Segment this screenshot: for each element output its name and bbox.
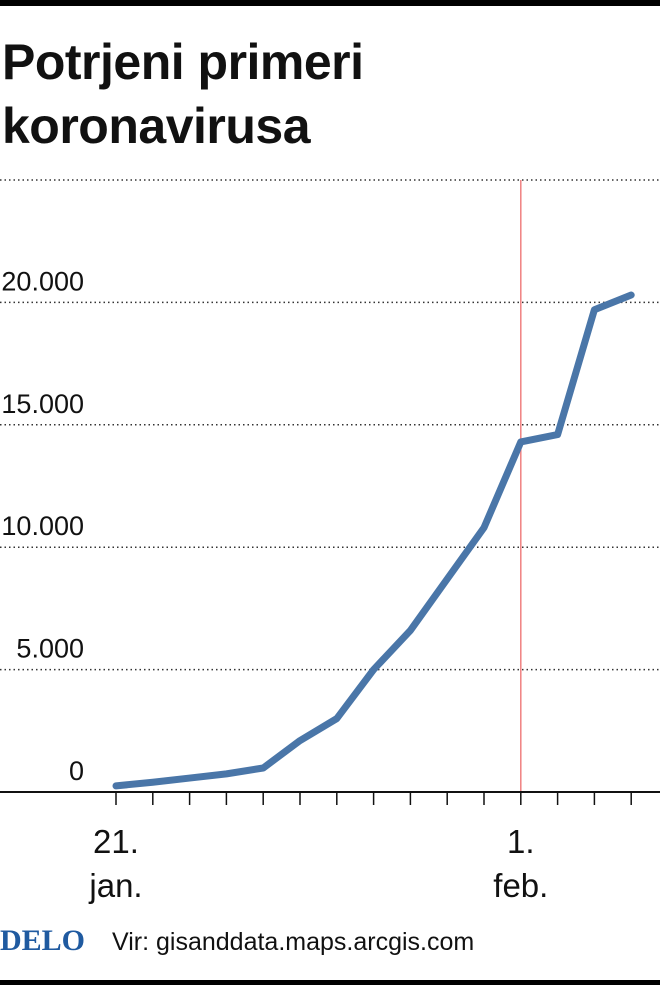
line: [112, 291, 635, 790]
logo: DELO: [0, 924, 86, 957]
chart-title: Potrjeni primeri koronavirusa: [2, 34, 364, 154]
y-tick-label: 10.000: [1, 511, 84, 541]
y-tick-label: 0: [69, 756, 84, 786]
bottom-bar: [0, 980, 660, 985]
y-tick-label: 20.000: [1, 266, 84, 296]
x-tick-label: 1. feb.: [493, 823, 549, 904]
y-tick-label: 5.000: [16, 634, 84, 664]
y-tick-label: 15.000: [1, 389, 84, 419]
source: Vir: gisanddata.maps.arcgis.com: [112, 928, 475, 956]
x-tick-label: 21. jan.: [89, 823, 143, 904]
top-bar: [0, 0, 660, 6]
